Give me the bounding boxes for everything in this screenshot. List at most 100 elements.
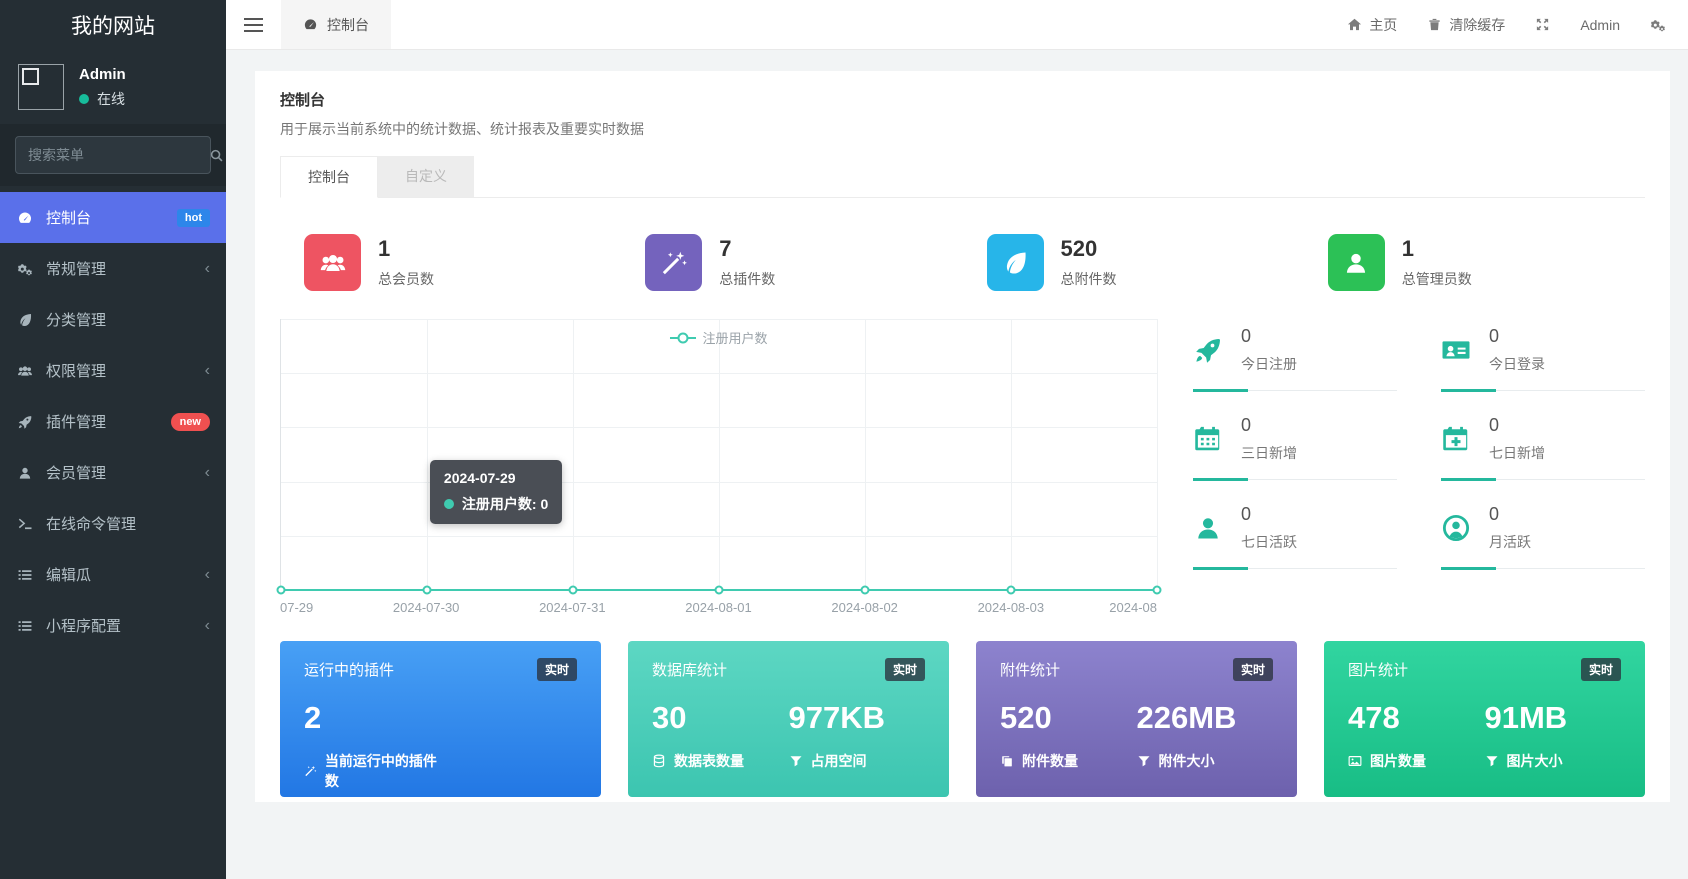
chart-tooltip: 2024-07-29 注册用户数: 0 (429, 459, 563, 524)
mini-stat-3day-new[interactable]: 0 三日新增 (1193, 412, 1397, 501)
fullscreen-button[interactable] (1535, 17, 1550, 32)
grid-line-vertical (426, 319, 428, 590)
stat-label: 总会员数 (378, 271, 434, 287)
card-title: 图片统计 (1348, 662, 1409, 679)
list-icon (16, 618, 34, 634)
clear-cache-button[interactable]: 清除缓存 (1427, 15, 1505, 35)
user-icon (1193, 513, 1223, 543)
leaf-icon (986, 234, 1044, 291)
stat-label: 总管理员数 (1401, 271, 1472, 287)
tooltip-date: 2024-07-29 (443, 469, 516, 486)
tab-dashboard[interactable]: 控制台 (280, 156, 378, 198)
terminal-icon (16, 516, 34, 532)
new-badge: new (170, 412, 210, 431)
tab-custom[interactable]: 自定义 (378, 156, 474, 198)
search-icon[interactable] (209, 148, 224, 163)
topbar: 控制台 主页 清除缓存 Admin (226, 0, 1688, 50)
sidebar-item-command[interactable]: 在线命令管理 (0, 498, 226, 549)
hot-badge: hot (176, 208, 210, 227)
chevron-left-icon: ‹ (204, 616, 210, 634)
data-point[interactable] (422, 585, 432, 595)
chart-plot[interactable]: 2024-07-29 注册用户数: 0 (276, 319, 1162, 595)
x-axis-label: 2024-08-01 (685, 600, 752, 615)
sidebar-item-label: 插件管理 (46, 414, 107, 431)
stat-label: 总附件数 (1060, 271, 1117, 287)
search-input[interactable] (28, 147, 209, 163)
gears-icon (16, 261, 34, 277)
data-point[interactable] (714, 585, 724, 595)
grid-line-vertical (719, 319, 720, 590)
topbar-tab-dashboard[interactable]: 控制台 (281, 0, 391, 49)
sidebar-item-general[interactable]: 常规管理 ‹ (0, 243, 226, 294)
card-value: 30 (652, 700, 687, 735)
card-value: 2 (304, 700, 322, 735)
user-menu[interactable]: Admin (1580, 17, 1620, 33)
tooltip-value: 注册用户数: 0 (461, 495, 549, 512)
mini-stat-today-login[interactable]: 0 今日登录 (1441, 323, 1645, 412)
mini-stat-value: 0 (1241, 415, 1252, 435)
card-metric-label: 占用空间 (789, 751, 926, 771)
leaf-icon (16, 312, 34, 328)
mini-stat-today-register[interactable]: 0 今日注册 (1193, 323, 1397, 412)
gauge-icon (303, 17, 318, 32)
card-metric-text: 图片数量 (1370, 753, 1426, 769)
grid-line-vertical (864, 319, 866, 590)
avatar[interactable] (18, 64, 64, 110)
sidebar-item-addon[interactable]: 插件管理 new (0, 396, 226, 447)
legend-label: 注册用户数 (702, 331, 768, 346)
data-point[interactable] (1006, 585, 1016, 595)
sidebar-item-label: 编辑瓜 (46, 567, 92, 584)
user-icon (16, 465, 34, 481)
clear-cache-label: 清除缓存 (1449, 16, 1506, 33)
card-database-stats[interactable]: 数据库统计 实时 30 977KB 数据表数量 占用空间 (628, 641, 949, 797)
sidebar-item-auth[interactable]: 权限管理 ‹ (0, 345, 226, 396)
user-panel: Admin 在线 (0, 54, 226, 124)
stat-total-members[interactable]: 1 总会员数 (280, 234, 621, 291)
card-metric-text: 图片大小 (1506, 753, 1563, 769)
sidebar-item-label: 控制台 (46, 210, 92, 227)
sidebar: 我的网站 Admin 在线 控制台 hot 常规管理 ‹ 分类管理 (0, 0, 226, 879)
image-icon (1348, 754, 1362, 768)
sidebar-item-category[interactable]: 分类管理 (0, 294, 226, 345)
progress-bar (1193, 389, 1397, 392)
card-metric-label: 附件大小 (1137, 751, 1274, 771)
stat-total-attachments[interactable]: 520 总附件数 (963, 234, 1304, 291)
chevron-left-icon: ‹ (204, 361, 210, 379)
card-image-stats[interactable]: 图片统计 实时 478 91MB 图片数量 图片大小 (1324, 641, 1645, 797)
sidebar-item-member[interactable]: 会员管理 ‹ (0, 447, 226, 498)
sidebar-item-miniprogram[interactable]: 小程序配置 ‹ (0, 600, 226, 651)
data-point[interactable] (276, 585, 286, 595)
data-point[interactable] (568, 585, 578, 595)
database-icon (652, 754, 666, 768)
stat-total-addons[interactable]: 7 总插件数 (621, 234, 962, 291)
data-point[interactable] (1152, 585, 1162, 595)
metric-cards-row: 运行中的插件 实时 2 当前运行中的插件数 数 (280, 641, 1645, 797)
mini-stat-value: 0 (1241, 504, 1252, 524)
stat-total-admins[interactable]: 1 总管理员数 (1304, 234, 1645, 291)
card-metric-label: 当前运行中的插件数 (304, 751, 441, 791)
card-value: 520 (1000, 700, 1052, 735)
expand-icon (1535, 17, 1550, 32)
sidebar-item-editor[interactable]: 编辑瓜 ‹ (0, 549, 226, 600)
stat-value: 520 (1060, 236, 1098, 261)
grid-line-vertical (572, 319, 574, 590)
chart-legend[interactable]: 注册用户数 (669, 328, 768, 347)
card-metric-label: 图片大小 (1485, 751, 1622, 771)
data-point[interactable] (860, 585, 870, 595)
x-axis-label: 2024-07-31 (539, 600, 606, 615)
list-icon (16, 567, 34, 583)
user-status: 在线 (79, 89, 126, 109)
calendar-icon (1193, 424, 1223, 454)
card-value: 226MB (1136, 700, 1237, 735)
sidebar-item-dashboard[interactable]: 控制台 hot (0, 192, 226, 243)
card-attachment-stats[interactable]: 附件统计 实时 520 226MB 附件数量 附件大小 (976, 641, 1297, 797)
card-running-addons[interactable]: 运行中的插件 实时 2 当前运行中的插件数 (280, 641, 601, 797)
home-link[interactable]: 主页 (1347, 15, 1397, 35)
mini-stat-month-active[interactable]: 0 月活跃 (1441, 501, 1645, 590)
calendar-plus-icon (1441, 424, 1471, 454)
settings-button[interactable] (1650, 17, 1666, 33)
grid-line-horizontal (281, 481, 1157, 483)
mini-stat-7day-new[interactable]: 0 七日新增 (1441, 412, 1645, 501)
sidebar-toggle-button[interactable] (226, 17, 281, 32)
mini-stat-7day-active[interactable]: 0 七日活跃 (1193, 501, 1397, 590)
